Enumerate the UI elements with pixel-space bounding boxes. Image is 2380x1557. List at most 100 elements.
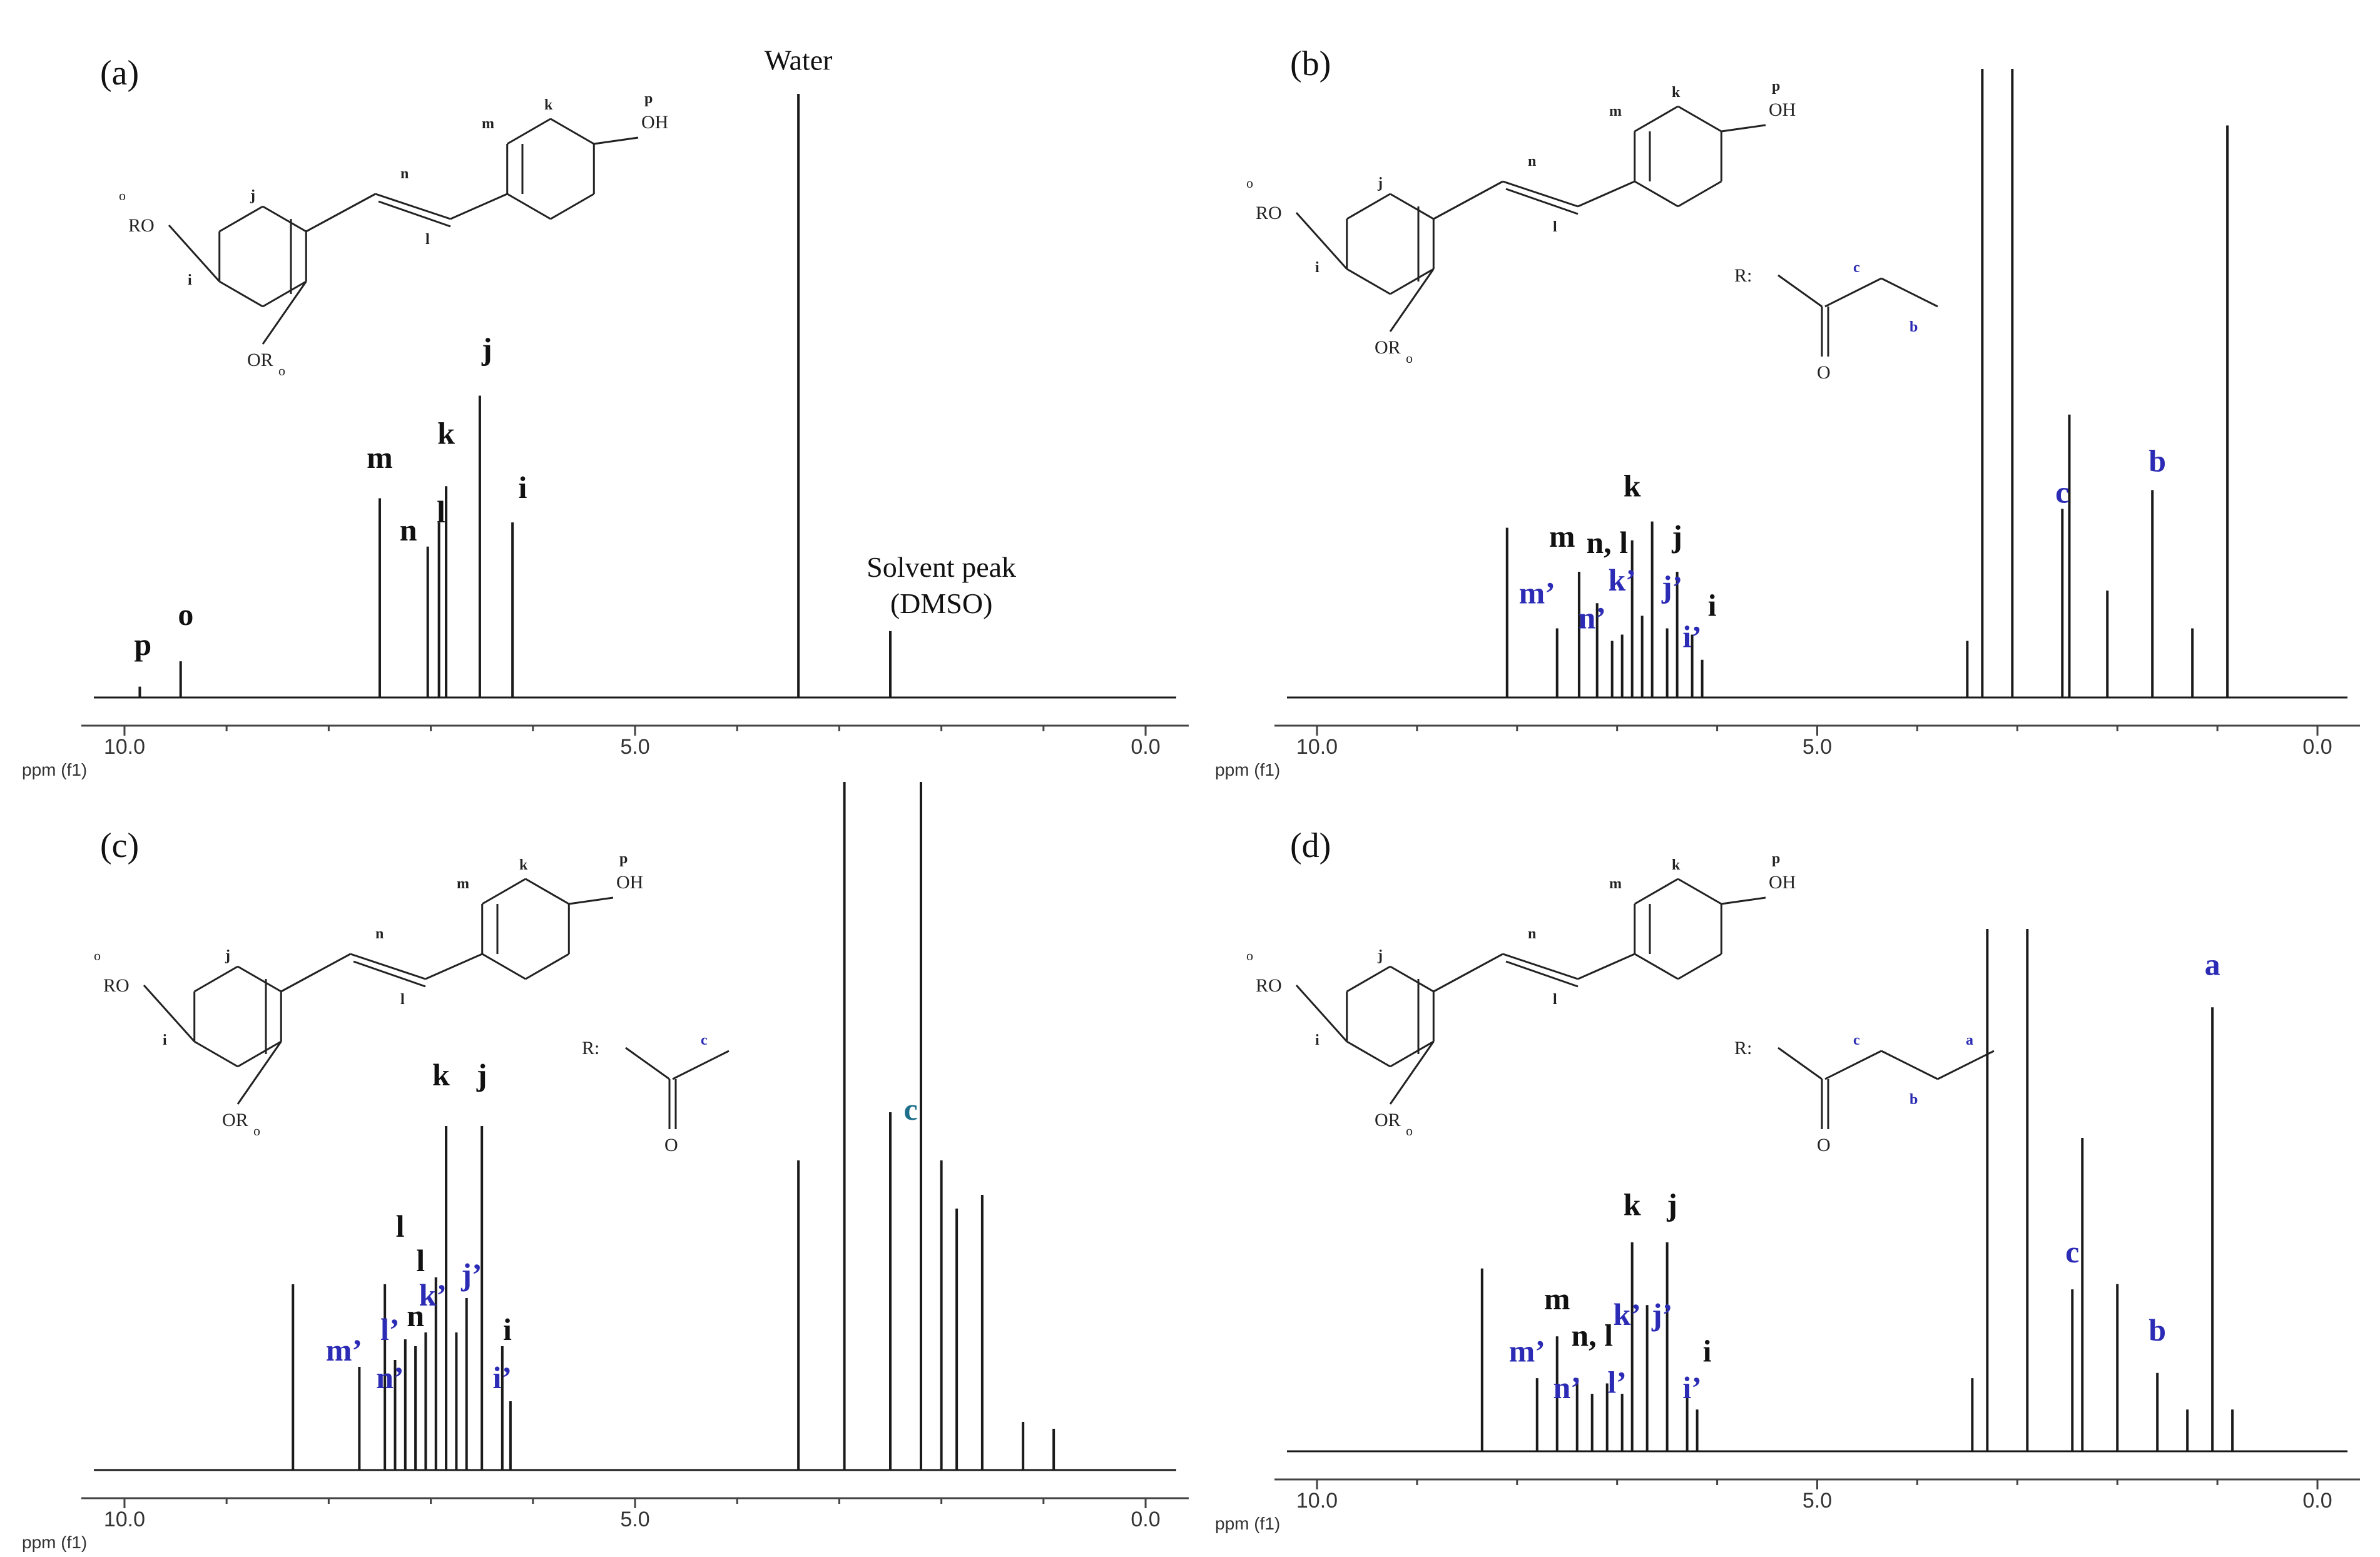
peak-label: i’ <box>1682 1370 1702 1405</box>
x-tick-label: 5.0 <box>620 1508 649 1531</box>
atom-label-o2: o <box>253 1123 260 1139</box>
peak-label: n, l <box>1571 1317 1613 1352</box>
peak-label: i <box>503 1312 512 1347</box>
atom-label-o2: o <box>1406 1123 1413 1139</box>
peak-label: i’ <box>1682 619 1702 654</box>
peak-label: c <box>2065 1234 2079 1269</box>
peak-label: j <box>1666 1187 1677 1222</box>
atom-label-o2: o <box>278 363 285 378</box>
atom-label-i: i <box>163 1032 167 1048</box>
atom-label-m: m <box>482 116 494 132</box>
x-axis-unit-label: ppm (f1) <box>1215 1514 1280 1533</box>
x-axis-unit-label: ppm (f1) <box>1215 760 1280 779</box>
peak-label: i <box>1708 587 1717 622</box>
peak-label: n <box>400 512 417 547</box>
atom-label-ro: RO <box>103 975 130 996</box>
x-tick-label: 0.0 <box>2302 735 2332 759</box>
peak-label: j’ <box>1651 1297 1672 1332</box>
peak-label: m’ <box>1519 575 1555 610</box>
atom-label-i: i <box>188 272 192 288</box>
atom-label-n: n <box>1528 926 1536 942</box>
atom-label-o1: o <box>119 188 126 203</box>
peak-label: m’ <box>1509 1333 1545 1368</box>
peak-label: n’ <box>376 1360 404 1395</box>
panel-title: (d) <box>1290 826 1331 865</box>
atom-label-k: k <box>544 97 553 113</box>
peak-label: n, l <box>1586 525 1628 560</box>
atom-label-or: OR <box>1375 1110 1401 1130</box>
atom-label-o1: o <box>1246 948 1253 963</box>
atom-label-oh: OH <box>641 112 668 133</box>
peak-label: i <box>519 470 527 505</box>
atom-label-i: i <box>1315 1032 1320 1048</box>
peak-label: j <box>481 331 492 366</box>
r-group-carbon-c: c <box>701 1032 708 1048</box>
atom-label-oh: OH <box>616 872 643 893</box>
peak-label: n <box>407 1298 424 1333</box>
peak-label: j’ <box>1661 569 1682 604</box>
peak-label: k’ <box>419 1277 447 1312</box>
peak-label: a <box>2205 947 2220 982</box>
annotation-label: Water <box>765 44 833 76</box>
x-tick-label: 0.0 <box>1131 1508 1160 1531</box>
annotation-label: (DMSO) <box>890 587 993 619</box>
atom-label-p: p <box>619 851 628 867</box>
r-group-label: R: <box>1734 1038 1752 1058</box>
atom-label-oh: OH <box>1769 99 1796 120</box>
peak-label: o <box>178 597 193 632</box>
r-group-carbon-b: b <box>1910 319 1918 335</box>
atom-label-i: i <box>1315 260 1320 276</box>
peak-label: k <box>1624 468 1641 503</box>
peak-label: b <box>2149 1312 2166 1347</box>
x-axis-unit-label: ppm (f1) <box>22 760 87 779</box>
atom-label-j: j <box>1377 948 1383 964</box>
atom-label-l: l <box>400 992 405 1008</box>
x-tick-label: 5.0 <box>1803 735 1832 759</box>
peak-label: k <box>1624 1187 1641 1222</box>
peak-label: i <box>1703 1333 1712 1368</box>
atom-label-k: k <box>1672 84 1681 101</box>
atom-label-k: k <box>1672 857 1681 873</box>
peak-label: m <box>1544 1281 1570 1316</box>
peak-label: m <box>367 440 393 475</box>
atom-label-l: l <box>1553 992 1557 1008</box>
atom-label-or: OR <box>222 1110 248 1130</box>
atom-label-m: m <box>457 876 469 892</box>
peak-label: l <box>396 1209 405 1244</box>
r-group-label: R: <box>582 1038 599 1058</box>
r-group-carbon-c: c <box>1853 1032 1860 1048</box>
atom-label-ro: RO <box>1256 203 1282 223</box>
atom-label-n: n <box>1528 153 1536 170</box>
atom-label-or: OR <box>1375 337 1401 358</box>
r-group-carbon-b: b <box>1910 1092 1918 1108</box>
panel-title: (a) <box>100 54 139 93</box>
atom-label-j: j <box>250 188 255 204</box>
x-tick-label: 10.0 <box>104 735 145 759</box>
atom-label-o2: o <box>1406 350 1413 366</box>
atom-label-o1: o <box>94 948 101 963</box>
peak-label: n’ <box>1578 601 1605 636</box>
peak-label: c <box>2055 475 2069 510</box>
atom-label-p: p <box>1772 78 1780 94</box>
peak-label: l’ <box>380 1312 400 1347</box>
peak-label: j <box>1671 519 1682 554</box>
x-tick-label: 5.0 <box>1803 1489 1832 1513</box>
atom-label-p: p <box>644 91 653 107</box>
peak-label: k <box>437 415 455 450</box>
atom-label-l: l <box>1553 219 1557 235</box>
peak-label: k <box>432 1057 450 1092</box>
peak-label: l <box>416 1243 425 1278</box>
peak-label: p <box>134 627 151 662</box>
atom-label-m: m <box>1609 103 1622 119</box>
peak-label: k’ <box>1608 562 1635 597</box>
peak-label: n’ <box>1554 1370 1581 1405</box>
r-group-label: R: <box>1734 265 1752 286</box>
x-tick-label: 10.0 <box>1296 1489 1338 1513</box>
